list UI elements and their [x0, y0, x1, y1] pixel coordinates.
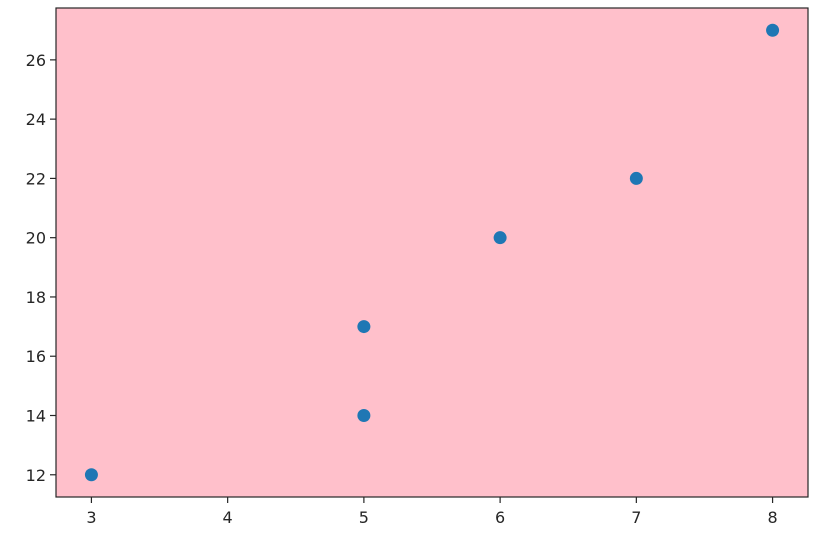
y-tick-label: 18	[26, 288, 46, 307]
x-tick-label: 7	[631, 508, 641, 527]
x-tick-label: 3	[86, 508, 96, 527]
y-axis: 12 14 16 18 20 22 24 26	[26, 51, 56, 485]
y-tick-label: 24	[26, 110, 46, 129]
data-points	[84, 23, 780, 482]
y-tick-label: 12	[26, 466, 46, 485]
plot-frame	[55, 7, 809, 498]
data-point	[493, 231, 507, 245]
data-point	[357, 409, 371, 422]
data-point	[766, 23, 780, 37]
x-tick-label: 8	[767, 508, 777, 527]
x-tick-label: 6	[495, 508, 505, 527]
data-point	[84, 468, 98, 482]
x-tick-label: 5	[359, 508, 369, 527]
y-tick-label: 26	[26, 51, 46, 70]
y-tick-label: 14	[26, 407, 46, 426]
y-tick-label: 16	[26, 347, 46, 366]
data-point	[629, 171, 643, 185]
y-tick-label: 20	[26, 229, 46, 248]
y-tick-label: 22	[26, 169, 46, 188]
data-point	[357, 320, 371, 334]
x-tick-label: 4	[223, 508, 233, 527]
x-axis: 3 4 5 6 7 8	[86, 497, 778, 527]
plot-background	[56, 8, 808, 497]
